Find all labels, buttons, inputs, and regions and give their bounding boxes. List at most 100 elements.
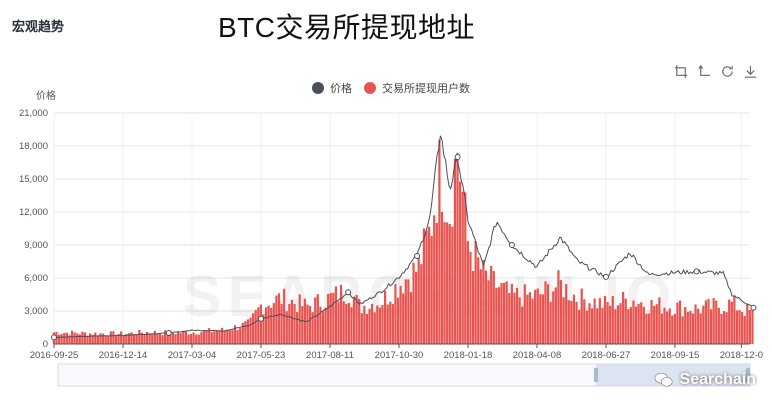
bar: [218, 330, 221, 344]
bar: [632, 300, 635, 344]
bar: [495, 287, 498, 344]
bar: [634, 306, 638, 344]
bar: [590, 308, 594, 344]
zoom-reset-icon[interactable]: [697, 64, 712, 79]
bar: [482, 260, 485, 344]
bar: [83, 332, 87, 344]
bar: [365, 313, 369, 344]
bar: [288, 304, 291, 344]
bar: [60, 334, 63, 344]
bar: [655, 304, 658, 344]
zoom-handle-left[interactable]: [594, 368, 598, 382]
bar: [371, 303, 374, 344]
brand-label: Searchain: [679, 371, 756, 388]
bar: [725, 312, 728, 344]
bar: [518, 297, 521, 344]
price-point: [51, 334, 57, 341]
data-zoom-slider[interactable]: [57, 363, 751, 387]
bar: [192, 332, 195, 344]
bar: [433, 215, 436, 344]
bar: [640, 302, 643, 344]
bar: [666, 311, 669, 344]
bar: [117, 334, 120, 344]
bar: [702, 305, 705, 344]
y-tick-label: 0: [43, 339, 48, 350]
bar: [228, 330, 231, 344]
bar: [554, 287, 557, 344]
bar: [249, 317, 252, 344]
bar: [557, 270, 560, 344]
x-tick-label: 2018-04-08: [513, 350, 562, 361]
bar: [663, 307, 666, 344]
bar: [166, 334, 169, 344]
x-tick-label: 2016-09-25: [30, 350, 79, 361]
bar: [585, 310, 588, 344]
bar: [65, 332, 68, 344]
bar: [477, 257, 480, 344]
bar: [231, 330, 234, 344]
bar: [156, 333, 159, 344]
bar: [210, 332, 213, 344]
y-tick-label: 15,000: [19, 174, 48, 185]
bar: [624, 298, 627, 344]
bar: [94, 332, 97, 344]
bar: [329, 293, 332, 344]
bar: [598, 298, 601, 344]
bar: [352, 297, 356, 344]
bar: [383, 291, 387, 344]
bar: [738, 310, 741, 344]
brand-badge: Searchain: [654, 371, 756, 389]
bar-series: [52, 139, 754, 344]
x-tick-label: 2018-06-27: [582, 350, 631, 361]
refresh-icon[interactable]: [720, 64, 735, 79]
bar: [347, 303, 350, 344]
price-point: [508, 242, 515, 248]
bar: [435, 223, 438, 344]
bar: [619, 303, 622, 344]
bar: [407, 279, 410, 344]
bar: [86, 335, 89, 344]
bar: [678, 300, 682, 344]
bar: [182, 330, 185, 344]
bar: [99, 333, 102, 344]
price-point: [165, 330, 172, 336]
bar: [715, 300, 718, 344]
bar: [438, 139, 441, 344]
bar: [324, 307, 327, 344]
bar: [650, 299, 653, 344]
bar: [720, 313, 723, 344]
bar: [660, 313, 664, 344]
bar: [122, 335, 125, 344]
bar: [684, 306, 687, 344]
price-point: [414, 253, 421, 259]
bar: [133, 334, 136, 344]
zoom-handle-right[interactable]: [746, 368, 750, 382]
bar: [541, 294, 545, 344]
zoom-selection: [596, 364, 750, 386]
download-icon[interactable]: [743, 64, 758, 79]
legend-label-price: 价格: [330, 81, 352, 95]
bar: [694, 304, 697, 344]
bar: [107, 336, 110, 344]
bar: [81, 331, 84, 344]
bar: [570, 301, 573, 344]
bar: [603, 295, 607, 344]
bar: [751, 308, 754, 344]
bar: [280, 303, 283, 344]
zoom-area-icon[interactable]: [674, 64, 689, 79]
bar: [531, 298, 534, 344]
chart-toolbar: [674, 64, 758, 79]
bar: [314, 297, 317, 344]
bar: [453, 158, 457, 344]
bar: [239, 328, 242, 344]
bar: [376, 305, 379, 344]
bar: [327, 293, 330, 344]
bar: [208, 328, 211, 344]
bar: [257, 307, 260, 344]
bar: [368, 308, 371, 344]
bar: [513, 292, 516, 344]
bar: [704, 300, 708, 344]
bar: [184, 331, 187, 344]
bar: [151, 334, 154, 344]
bar: [277, 293, 281, 344]
